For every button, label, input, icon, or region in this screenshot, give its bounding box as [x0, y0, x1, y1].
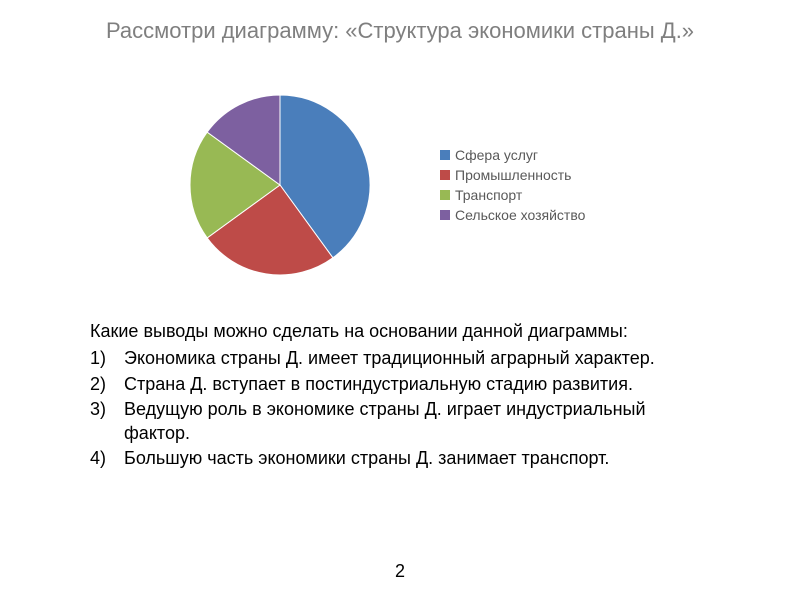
- pie-chart: [180, 85, 380, 285]
- answer-option-3: 3)Ведущую роль в экономике страны Д. игр…: [90, 398, 710, 445]
- option-number: 3): [90, 398, 124, 445]
- option-text: Страна Д. вступает в постиндустриальную …: [124, 373, 633, 396]
- slide-title: Рассмотри диаграмму: «Структура экономик…: [0, 18, 800, 44]
- option-number: 1): [90, 347, 124, 370]
- answer-option-4: 4)Большую часть экономики страны Д. зани…: [90, 447, 710, 470]
- pie-svg: [180, 85, 380, 285]
- legend-item-1: Промышленность: [440, 167, 585, 183]
- legend-swatch: [440, 170, 450, 180]
- legend-swatch: [440, 190, 450, 200]
- option-text: Большую часть экономики страны Д. занима…: [124, 447, 609, 470]
- legend-item-3: Сельское хозяйство: [440, 207, 585, 223]
- legend-label: Транспорт: [455, 187, 522, 203]
- option-number: 2): [90, 373, 124, 396]
- option-number: 4): [90, 447, 124, 470]
- legend-swatch: [440, 150, 450, 160]
- legend-label: Промышленность: [455, 167, 571, 183]
- answer-option-1: 1)Экономика страны Д. имеет традиционный…: [90, 347, 710, 370]
- answer-options: 1)Экономика страны Д. имеет традиционный…: [90, 347, 710, 470]
- legend-item-0: Сфера услуг: [440, 147, 585, 163]
- slide-page: Рассмотри диаграмму: «Структура экономик…: [0, 0, 800, 600]
- legend-label: Сельское хозяйство: [455, 207, 585, 223]
- page-number: 2: [0, 561, 800, 582]
- legend-label: Сфера услуг: [455, 147, 538, 163]
- question-block: Какие выводы можно сделать на основании …: [90, 320, 710, 472]
- option-text: Экономика страны Д. имеет традиционный а…: [124, 347, 655, 370]
- answer-option-2: 2)Страна Д. вступает в постиндустриальну…: [90, 373, 710, 396]
- option-text: Ведущую роль в экономике страны Д. играе…: [124, 398, 710, 445]
- question-head: Какие выводы можно сделать на основании …: [90, 320, 710, 343]
- legend-item-2: Транспорт: [440, 187, 585, 203]
- chart-area: Сфера услуг Промышленность Транспорт Сельск…: [180, 85, 680, 285]
- legend-swatch: [440, 210, 450, 220]
- chart-legend: Сфера услуг Промышленность Транспорт Сельск…: [440, 147, 585, 223]
